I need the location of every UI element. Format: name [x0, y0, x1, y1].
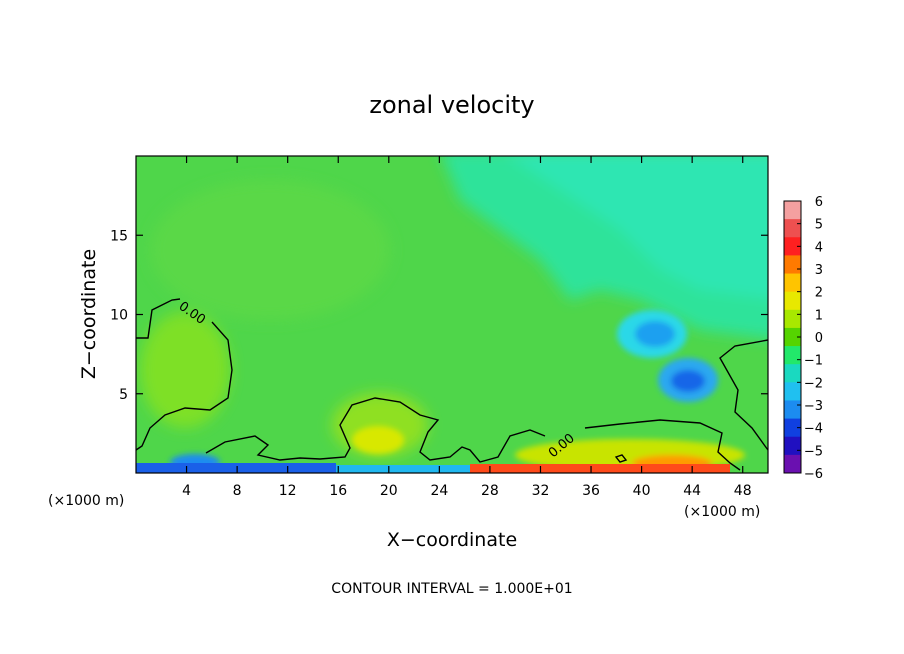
y-tick-label: 15 [110, 228, 128, 244]
colorbar-swatch [784, 237, 801, 256]
x-tick-label: 32 [532, 483, 550, 499]
min-upper-inner [635, 321, 675, 347]
surface-band-blue [136, 463, 336, 473]
colorbar-swatch [784, 219, 801, 238]
x-tick-label: 36 [582, 483, 600, 499]
x-tick-label: 40 [633, 483, 651, 499]
min-lower-inner [671, 370, 705, 392]
colorbar-label: 5 [815, 218, 823, 233]
green-max-left [140, 312, 230, 428]
x-tick-label: 24 [430, 483, 448, 499]
colorbar-swatch [784, 436, 801, 456]
x-tick-label: 48 [734, 483, 752, 499]
colorbar-label: 0 [815, 331, 823, 346]
x-tick-label: 28 [481, 483, 499, 499]
colorbar-label: −3 [804, 399, 823, 414]
x-tick-label: 12 [279, 483, 297, 499]
y-tick-label: 10 [110, 308, 128, 324]
colorbar-swatch [784, 418, 801, 438]
x-tick-label: 20 [380, 483, 398, 499]
x-axis-label: X−coordinate [387, 529, 517, 551]
colorbar-swatch [784, 255, 801, 275]
y-axis-label: Z−coordinate [78, 249, 100, 379]
yellow-max-center [352, 426, 404, 454]
light-patch-mid [150, 180, 390, 320]
colorbar-label: −5 [804, 444, 823, 459]
colorbar-swatch [784, 291, 801, 311]
x-tick-label: 44 [683, 483, 701, 499]
colorbar-swatch [784, 346, 801, 365]
x-tick-label: 8 [233, 483, 242, 499]
cyan-inner-region [509, 156, 768, 299]
colorbar-label: 3 [815, 263, 823, 278]
colorbar-label: 4 [815, 240, 823, 255]
colorbar-swatch [784, 454, 801, 474]
colorbar-swatch [784, 309, 801, 329]
colorbar-swatch [784, 273, 801, 293]
colorbar-label: −6 [804, 467, 823, 482]
chart-title: zonal velocity [369, 91, 534, 119]
colorbar-label: 6 [815, 195, 823, 210]
colorbar-swatch [784, 400, 801, 420]
surface-band-red [470, 464, 730, 473]
y-tick-label: 5 [119, 387, 128, 403]
colorbar-label: 1 [815, 308, 823, 323]
colorbar-swatch [784, 327, 801, 347]
colorbar-label: 2 [815, 286, 823, 301]
colorbar-swatch [784, 382, 801, 401]
x-tick-label: 4 [182, 483, 191, 499]
plot-area: 0.00 0.00 [136, 156, 768, 473]
colorbar-swatch [784, 201, 801, 220]
colorbar-label: −4 [804, 422, 823, 437]
colorbar-swatch [784, 364, 801, 383]
x-tick-label: 16 [329, 483, 347, 499]
colorbar-label: −1 [804, 354, 823, 369]
x-unit-left: (×1000 m) [48, 493, 124, 509]
colorbar: 6 5 4 3 2 1 0 −1 −2 −3 −4 −5 −6 [783, 195, 823, 482]
contour-interval-footer: CONTOUR INTERVAL = 1.000E+01 [331, 581, 572, 597]
x-unit-right: (×1000 m) [684, 504, 760, 520]
surface-band-cyan [336, 465, 470, 473]
zero-contours [136, 298, 768, 471]
colorbar-label: −2 [804, 376, 823, 391]
